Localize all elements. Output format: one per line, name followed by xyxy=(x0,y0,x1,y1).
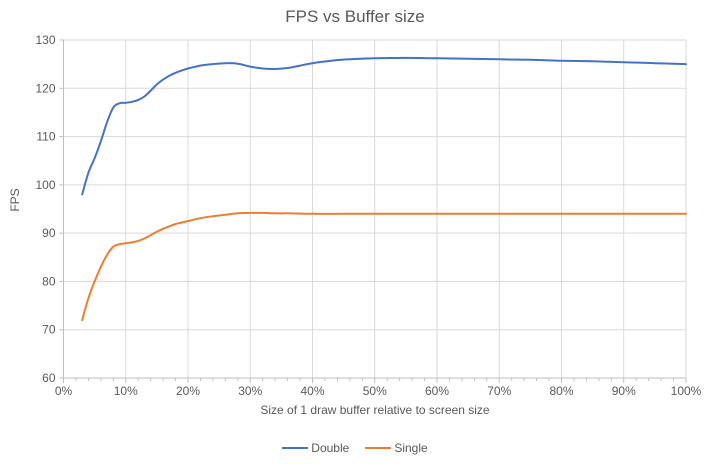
x-tick-label: 40% xyxy=(300,384,324,398)
y-tick-label: 60 xyxy=(42,371,56,385)
x-tick-label: 0% xyxy=(55,384,73,398)
y-tick-label: 70 xyxy=(42,323,56,337)
x-tick-label: 20% xyxy=(176,384,200,398)
y-tick-label: 100 xyxy=(35,178,55,192)
y-tick-label: 80 xyxy=(42,274,56,288)
x-tick-label: 30% xyxy=(238,384,262,398)
series-line-double xyxy=(81,56,687,196)
chart-title: FPS vs Buffer size xyxy=(285,7,425,26)
y-tick-label: 120 xyxy=(35,81,55,95)
x-tick-label: 80% xyxy=(549,384,573,398)
legend-item-double: Double xyxy=(282,441,349,455)
y-axis-title: FPS xyxy=(8,188,22,212)
x-tick-label: 100% xyxy=(671,384,702,398)
x-tick-label: 50% xyxy=(363,384,387,398)
x-tick-label: 90% xyxy=(612,384,636,398)
single-series-swatch xyxy=(365,447,392,449)
legend-label-double: Double xyxy=(311,441,350,455)
double-series-swatch xyxy=(282,447,309,449)
y-tick-label: 110 xyxy=(36,130,55,144)
y-tick-label: 130 xyxy=(35,33,55,47)
x-tick-label: 70% xyxy=(487,384,511,398)
series-line-single xyxy=(81,211,687,322)
x-tick-label: 10% xyxy=(114,384,138,398)
x-tick-label: 60% xyxy=(425,384,449,398)
legend-label-single: Single xyxy=(394,441,428,455)
legend-item-single: Single xyxy=(365,441,428,455)
legend: Double Single xyxy=(0,441,710,455)
y-tick-label: 90 xyxy=(42,226,56,240)
x-axis-title: Size of 1 draw buffer relative to screen… xyxy=(260,403,490,417)
